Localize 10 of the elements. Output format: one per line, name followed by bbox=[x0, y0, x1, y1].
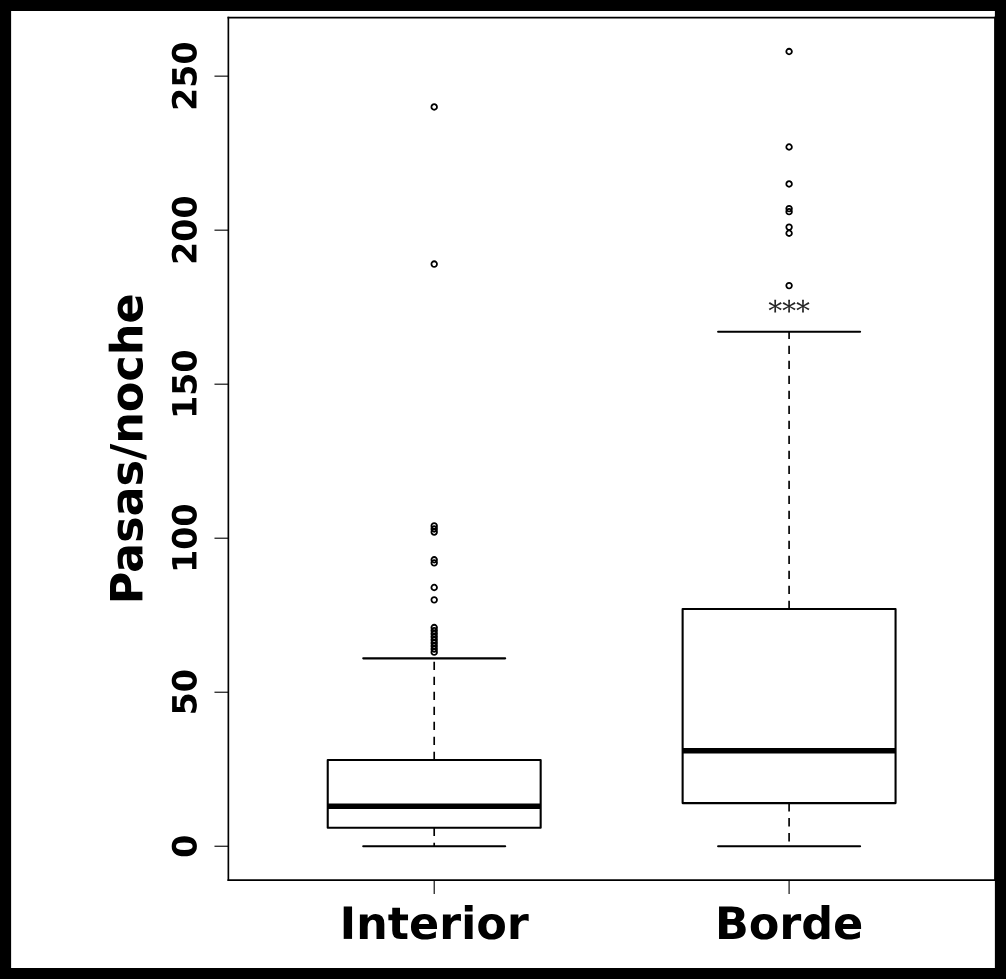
annotation: *** bbox=[768, 299, 810, 313]
y-tick-label: 0 bbox=[171, 836, 197, 857]
x-tick-label: Borde bbox=[719, 905, 862, 940]
y-axis-title: Pasas/noche bbox=[108, 295, 147, 601]
y-tick-label: 200 bbox=[171, 196, 197, 263]
y-tick-label: 100 bbox=[171, 505, 197, 570]
x-tick-label: Interior bbox=[343, 905, 529, 940]
y-tick-label: 50 bbox=[171, 670, 197, 713]
y-tick-label: 250 bbox=[171, 42, 197, 109]
y-tick-label: 150 bbox=[171, 350, 197, 416]
